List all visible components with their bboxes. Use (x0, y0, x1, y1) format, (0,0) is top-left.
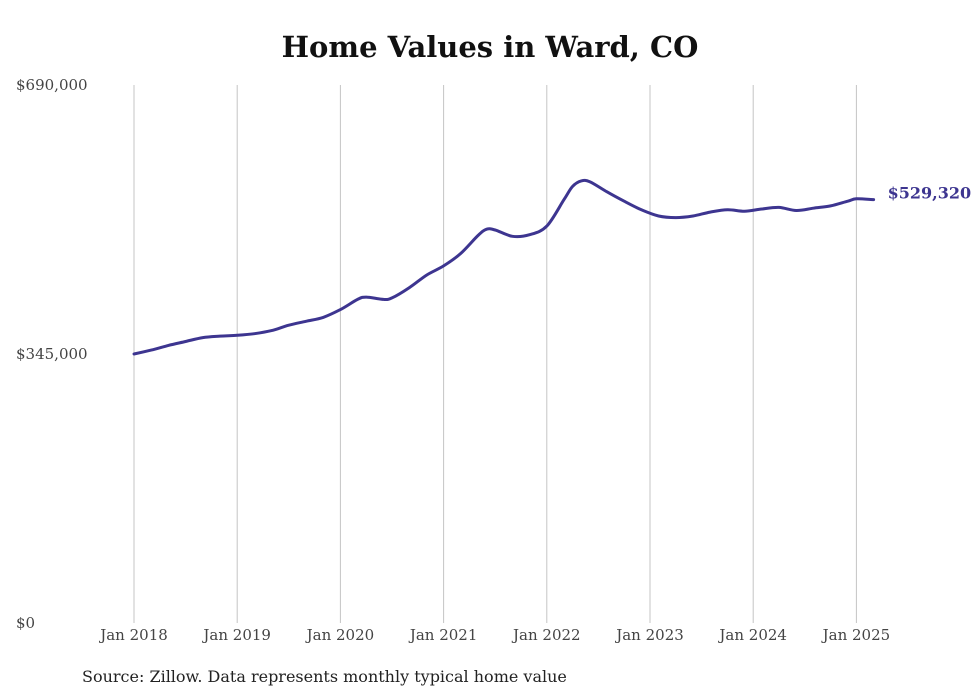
source-note: Source: Zillow. Data represents monthly … (82, 667, 567, 686)
x-tick-label: Jan 2022 (511, 626, 581, 644)
y-axis-ticks: $0 $345,000 $690,000 (16, 76, 88, 632)
series-line-0 (132, 178, 876, 356)
y-tick-label: $690,000 (16, 76, 88, 94)
x-axis-ticks: Jan 2018 Jan 2019 Jan 2020 Jan 2021 Jan 2022… (98, 626, 890, 644)
series-layer: $529,320 (132, 178, 972, 356)
x-tick-label: Jan 2025 (821, 626, 891, 644)
y-tick-label: $0 (16, 614, 35, 632)
x-tick-label: Jan 2021 (408, 626, 478, 644)
x-tick-label: Jan 2024 (717, 626, 787, 644)
x-tick-label: Jan 2020 (305, 626, 375, 644)
x-tick-label: Jan 2018 (98, 626, 168, 644)
x-tick-label: Jan 2023 (614, 626, 684, 644)
x-tick-label: Jan 2019 (201, 626, 271, 644)
chart-title: Home Values in Ward, CO (281, 30, 699, 64)
end-value-label: $529,320 (888, 184, 972, 203)
y-tick-label: $345,000 (16, 345, 88, 363)
gridlines (133, 85, 857, 623)
